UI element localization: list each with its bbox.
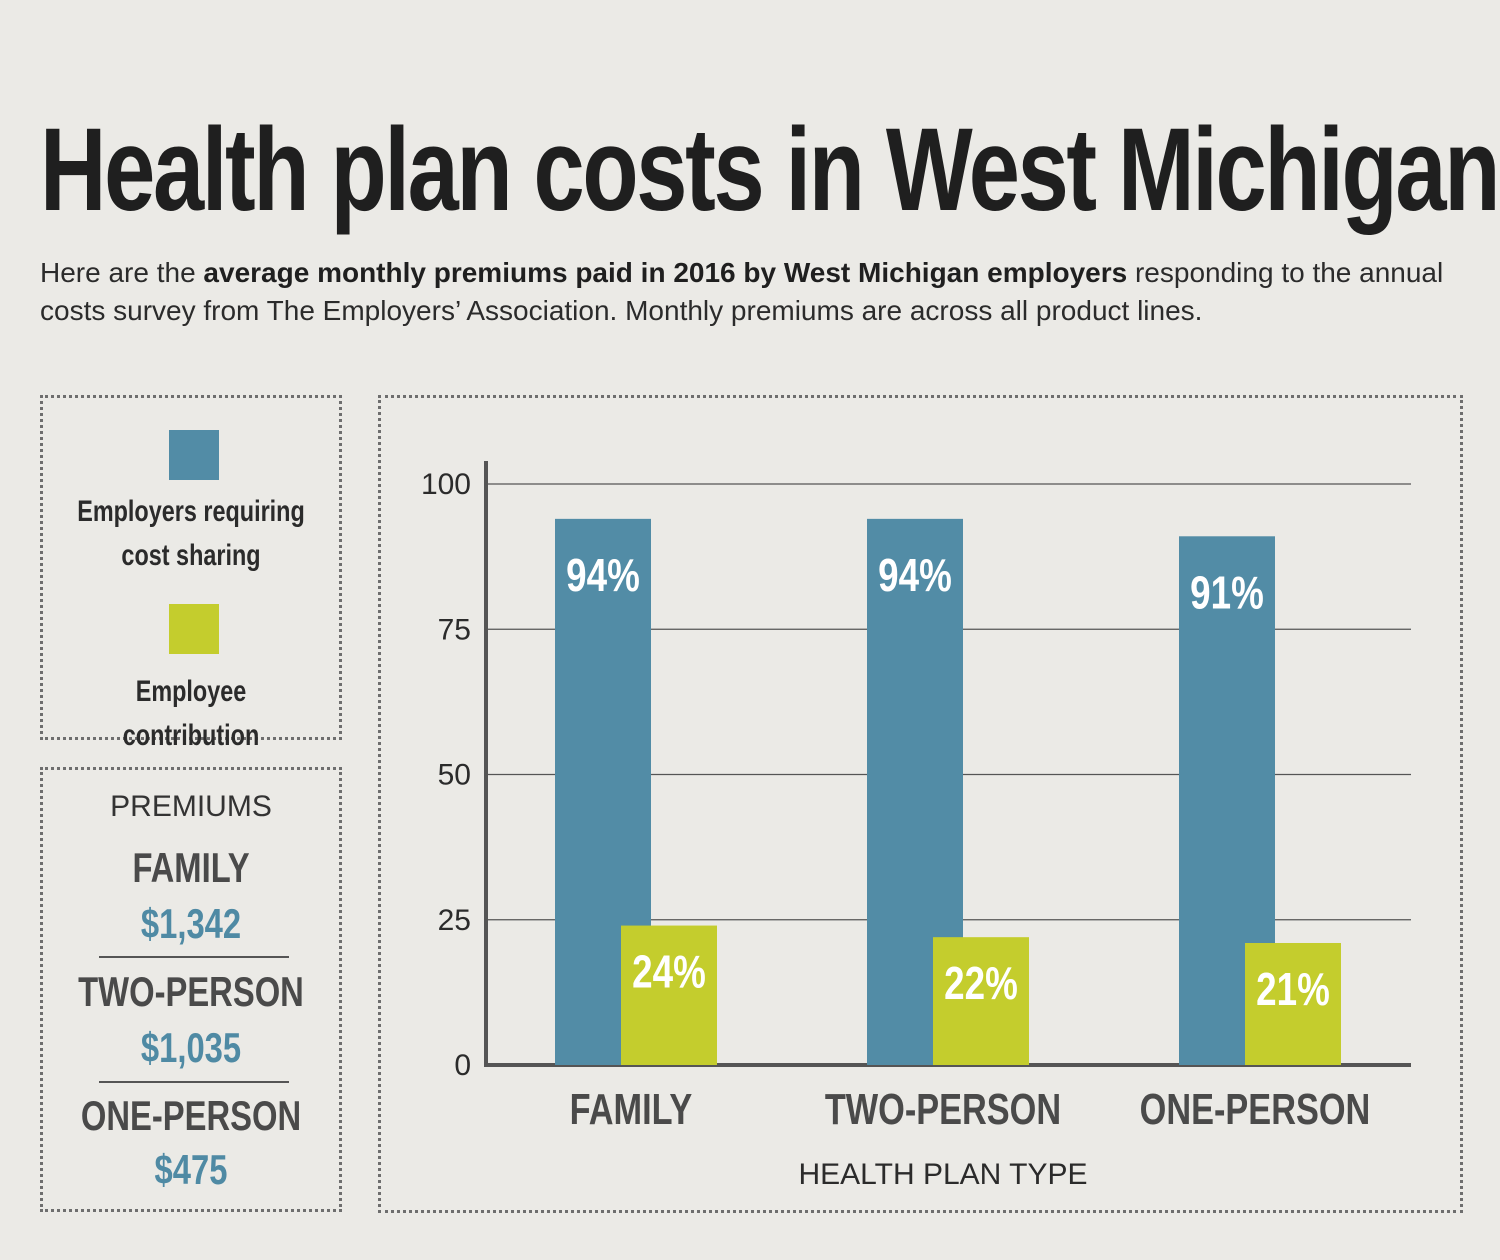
bar-chart: 0 25 50 75 100 94% 24% FAMILY 94% 22% TWO-PERSON 91… (421, 461, 1411, 1191)
legend-label-employers-line2: cost sharing (121, 539, 261, 572)
y-tick-label: 25 (438, 904, 471, 937)
premium-type-one-person: ONE-PERSON (80, 1092, 302, 1139)
bar-employee-one-person (1245, 942, 1341, 1065)
premium-value-one-person: $475 (154, 1146, 228, 1193)
legend-swatch-employee (169, 604, 219, 654)
premium-divider (99, 1081, 289, 1083)
subtitle-bold: average monthly premiums paid in 2016 by… (203, 257, 1128, 288)
subtitle-lead: Here are the (40, 257, 204, 288)
legend-label-employee: Employee contribution (122, 675, 260, 752)
data-label-employers: 94% (878, 549, 952, 601)
legend-label-employers-line1: Employers requiring (77, 495, 305, 528)
chart-panel: 0 25 50 75 100 94% 24% FAMILY 94% 22% TWO-PERSON 91… (378, 395, 1463, 1213)
data-label-employers: 91% (1190, 566, 1264, 618)
page-title: Health plan costs in West Michigan (40, 104, 1500, 236)
data-label-employers: 94% (566, 549, 640, 601)
subtitle-rest: responding to the annual costs survey fr… (40, 257, 1444, 326)
bar-employee-family (621, 925, 717, 1065)
y-tick-label: 75 (438, 613, 471, 646)
bar-employee-two-person (933, 937, 1029, 1065)
y-tick-label: 0 (454, 1049, 471, 1082)
premium-value-family: $1,342 (140, 900, 242, 947)
page-subtitle: Here are the average monthly premiums pa… (40, 254, 1480, 330)
x-tick-label: TWO-PERSON (825, 1085, 1061, 1134)
premiums-heading: PREMIUMS (110, 790, 272, 823)
y-tick-label: 100 (421, 468, 471, 501)
premium-divider (99, 956, 289, 958)
x-tick-label: ONE-PERSON (1140, 1085, 1371, 1134)
premiums-panel: PREMIUMS FAMILY $1,342 TWO-PERSON $1,035… (40, 767, 342, 1212)
data-label-employee: 22% (944, 957, 1018, 1009)
y-tick-label: 50 (438, 759, 471, 792)
premium-type-family: FAMILY (132, 844, 250, 891)
x-axis-title: HEALTH PLAN TYPE (799, 1158, 1088, 1191)
legend-swatch-employers (169, 430, 219, 480)
data-label-employee: 21% (1256, 963, 1330, 1015)
premium-type-two-person: TWO-PERSON (78, 968, 304, 1015)
x-tick-label: FAMILY (570, 1085, 693, 1134)
data-label-employee: 24% (632, 946, 706, 998)
premium-value-two-person: $1,035 (140, 1024, 242, 1071)
legend-panel: Employers requiring cost sharing Employe… (40, 395, 342, 752)
